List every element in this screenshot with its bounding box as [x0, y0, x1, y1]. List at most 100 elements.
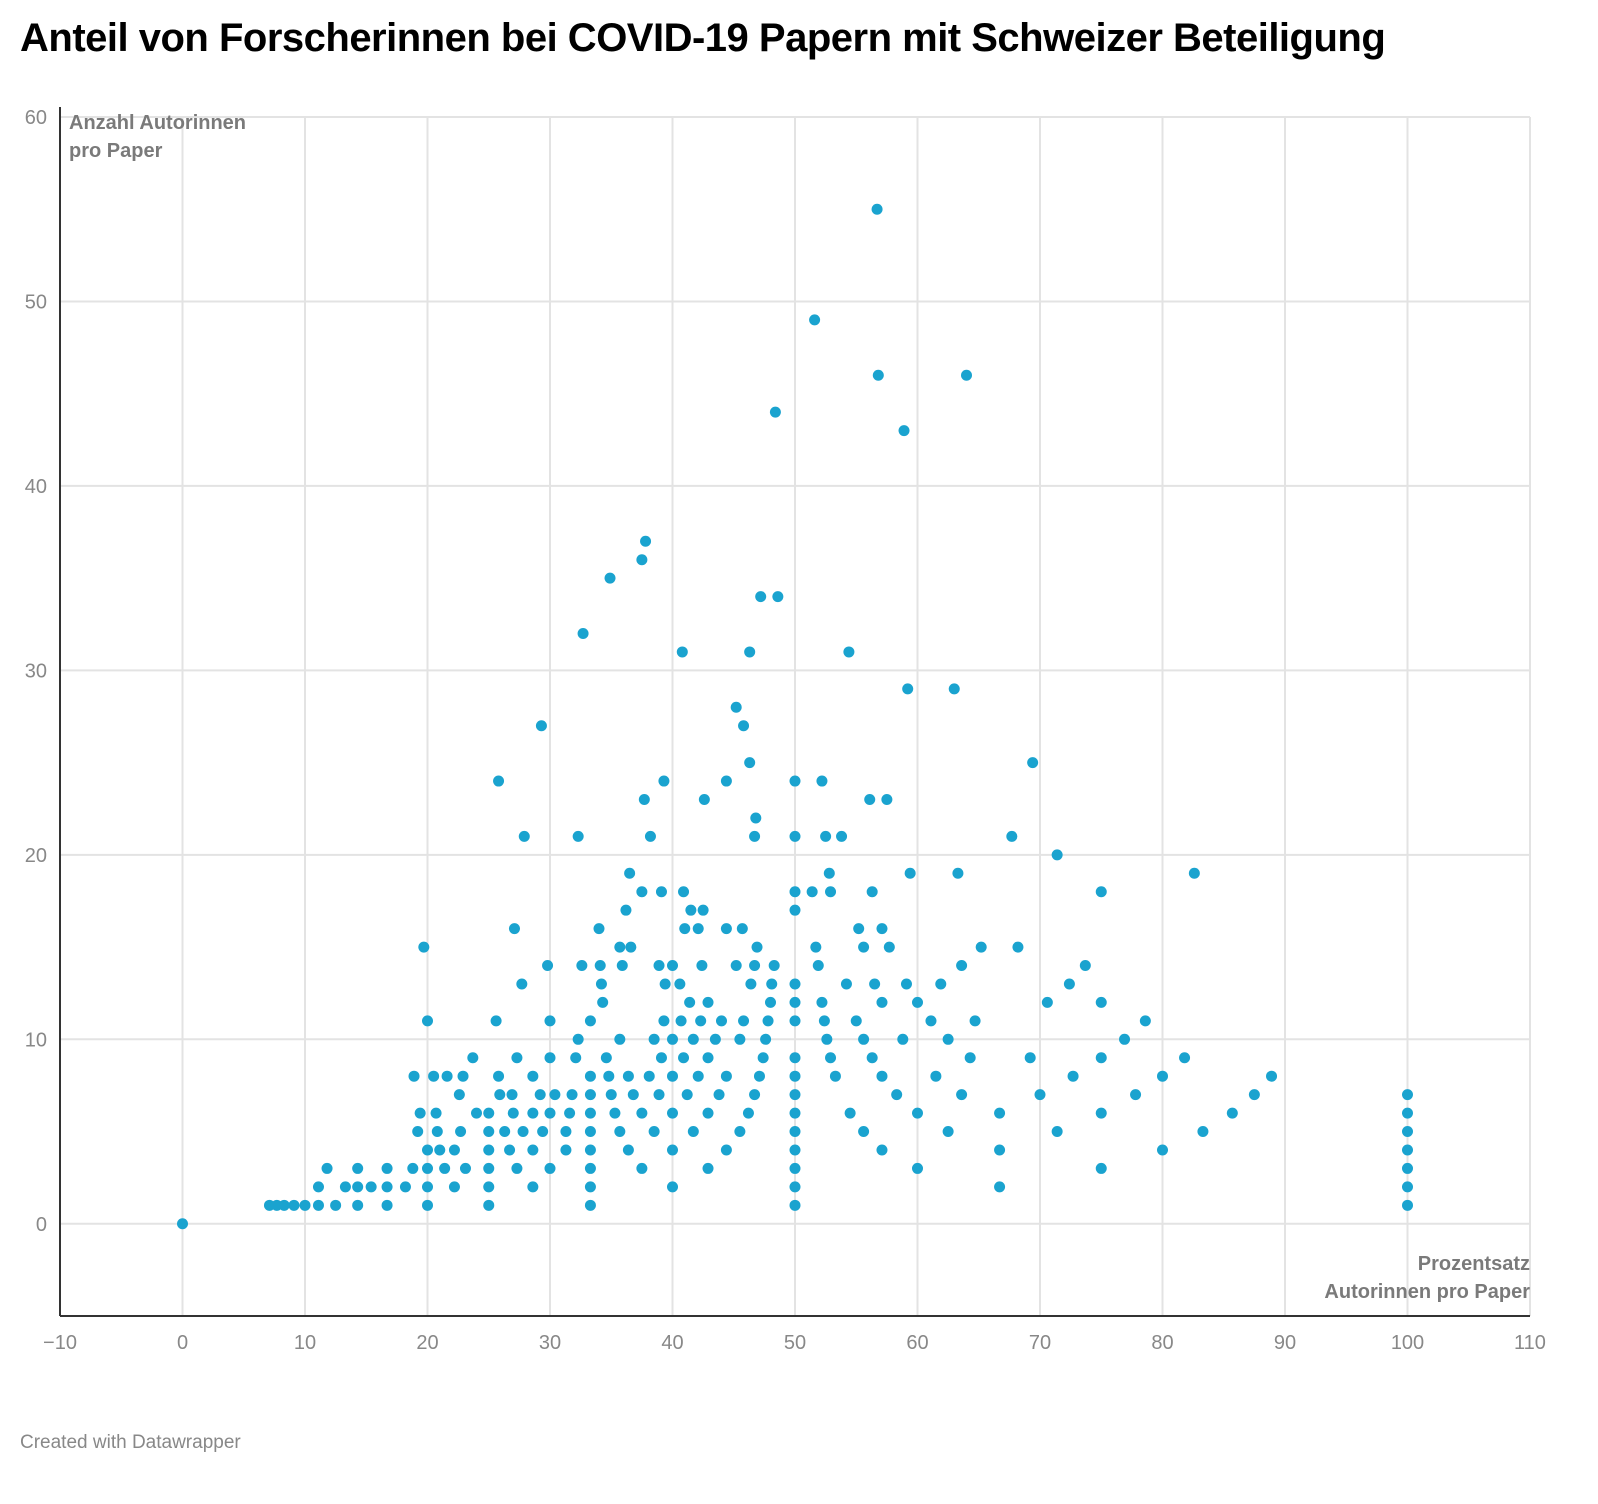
data-point: [736, 923, 748, 935]
data-point: [517, 1126, 529, 1138]
data-point: [483, 1144, 495, 1156]
y-axis-title-line: Anzahl Autorinnen: [69, 112, 246, 134]
data-point: [789, 1052, 801, 1064]
data-point: [843, 646, 855, 658]
data-point: [614, 1126, 626, 1138]
data-point: [753, 1070, 765, 1082]
data-point: [876, 996, 888, 1008]
data-point: [749, 960, 761, 972]
data-point: [678, 1052, 690, 1064]
data-point: [698, 794, 710, 806]
data-point: [504, 1144, 516, 1156]
data-point: [912, 1107, 923, 1119]
data-point: [720, 1070, 732, 1082]
data-point: [956, 960, 968, 972]
data-point: [1024, 1052, 1036, 1064]
data-point: [1402, 1199, 1413, 1211]
data-point: [422, 1162, 433, 1174]
data-point: [709, 1033, 721, 1045]
data-point: [584, 1107, 596, 1119]
data-point: [768, 960, 780, 972]
data-point: [493, 1070, 505, 1082]
data-point: [506, 1089, 518, 1101]
data-point: [381, 1162, 393, 1174]
x-tick-label: 50: [784, 1332, 806, 1354]
data-point: [658, 1015, 670, 1027]
data-point: [655, 886, 667, 898]
data-point: [483, 1126, 495, 1138]
data-point: [428, 1070, 440, 1082]
data-point: [687, 1126, 699, 1138]
data-point: [956, 1089, 968, 1101]
x-tick-label: 60: [906, 1332, 928, 1354]
data-point: [576, 960, 588, 972]
data-point: [1063, 978, 1075, 990]
data-point: [584, 1162, 596, 1174]
data-point: [925, 1015, 937, 1027]
x-tick-label: 0: [177, 1332, 188, 1354]
data-point: [537, 1126, 549, 1138]
data-point: [738, 720, 750, 732]
data-point: [1402, 1162, 1413, 1174]
data-point: [685, 904, 697, 916]
x-tick-label: 100: [1391, 1332, 1424, 1354]
data-point: [821, 1033, 833, 1045]
data-point: [702, 1107, 714, 1119]
data-point: [448, 1144, 460, 1156]
data-point: [667, 960, 678, 972]
data-point: [749, 1089, 761, 1101]
data-point: [858, 1033, 870, 1045]
data-point: [823, 867, 835, 879]
data-point: [564, 1107, 576, 1119]
data-point: [806, 886, 818, 898]
data-point: [734, 1033, 746, 1045]
y-tick-label: 50: [25, 291, 47, 313]
data-point: [604, 572, 616, 584]
y-tick-label: 0: [36, 1214, 47, 1236]
x-tick-label: 70: [1029, 1332, 1051, 1354]
data-point: [609, 1107, 621, 1119]
data-point: [653, 960, 665, 972]
data-point: [560, 1126, 572, 1138]
data-point: [876, 923, 888, 935]
data-point: [742, 1107, 754, 1119]
data-point: [584, 1199, 596, 1211]
data-point: [681, 1089, 693, 1101]
data-point: [1266, 1070, 1278, 1082]
footer-credit: Created with Datawrapper: [20, 1432, 241, 1453]
data-point: [994, 1107, 1006, 1119]
y-tick-label: 20: [25, 845, 47, 867]
data-point: [1139, 1015, 1151, 1027]
data-point: [643, 1070, 655, 1082]
data-point: [584, 1144, 596, 1156]
y-axis-title-line: pro Paper: [69, 140, 163, 162]
data-point: [667, 1144, 678, 1156]
data-point: [1119, 1033, 1131, 1045]
data-point: [667, 1107, 678, 1119]
data-point: [881, 794, 893, 806]
data-point: [1402, 1107, 1413, 1119]
data-point: [1034, 1089, 1046, 1101]
data-point: [912, 996, 923, 1008]
data-point: [288, 1199, 300, 1211]
data-point: [789, 1144, 801, 1156]
data-point: [720, 923, 732, 935]
data-point: [876, 1144, 888, 1156]
data-point: [789, 1162, 801, 1174]
data-point: [876, 1070, 888, 1082]
data-point: [439, 1162, 451, 1174]
y-tick-label: 40: [25, 476, 47, 498]
data-point: [467, 1052, 479, 1064]
data-point: [627, 1089, 639, 1101]
x-tick-label: 110: [1514, 1332, 1546, 1354]
data-point: [471, 1107, 482, 1119]
data-point: [667, 1033, 678, 1045]
data-point: [789, 830, 801, 842]
data-point: [702, 1162, 714, 1174]
data-point: [840, 978, 852, 990]
data-point: [312, 1199, 324, 1211]
data-point: [789, 904, 801, 916]
data-point: [483, 1181, 495, 1193]
data-point: [566, 1089, 578, 1101]
